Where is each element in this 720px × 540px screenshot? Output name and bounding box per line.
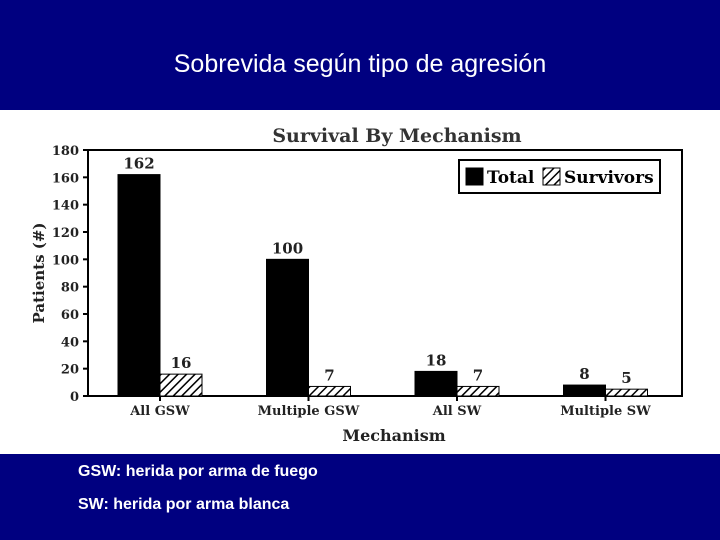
bar-chart: Survival By Mechanism Patients (#) Mecha… xyxy=(30,125,683,445)
x-axis-label: Mechanism xyxy=(342,426,445,445)
bar-survivors-multiple-gsw xyxy=(308,385,351,397)
chart-title: Survival By Mechanism xyxy=(272,125,521,147)
y-tick-label: 120 xyxy=(52,226,79,241)
data-label: 162 xyxy=(123,155,154,173)
data-label: 5 xyxy=(621,369,631,387)
y-tick-label: 40 xyxy=(61,335,79,350)
bar-total-all-gsw xyxy=(117,174,161,397)
bar-total-all-sw xyxy=(414,370,458,397)
y-tick-label: 140 xyxy=(52,199,79,214)
bar-survivors-all-sw xyxy=(456,385,500,397)
x-tick-label: All GSW xyxy=(129,404,190,419)
y-tick-label: 180 xyxy=(52,144,79,159)
data-label: 7 xyxy=(324,366,334,384)
data-label: 100 xyxy=(272,239,303,257)
bar-total-multiple-sw xyxy=(563,384,606,397)
y-tick-label: 20 xyxy=(61,363,79,378)
y-tick-label: 0 xyxy=(70,390,79,405)
bar-survivors-multiple-sw xyxy=(605,388,648,397)
slide-title: Sobrevida según tipo de agresión xyxy=(173,50,547,78)
y-tick-label: 160 xyxy=(52,171,79,186)
note-gsw: GSW: herida por arma de fuego xyxy=(78,463,318,480)
legend-label-total: Total xyxy=(487,168,535,188)
slide-header: Sobrevida según tipo de agresión xyxy=(0,0,720,110)
data-label: 8 xyxy=(579,365,589,383)
y-tick-label: 100 xyxy=(52,253,79,268)
legend: Total Survivors xyxy=(458,159,661,194)
legend-swatch-survivors xyxy=(542,167,561,186)
legend-swatch-total xyxy=(465,167,484,186)
bar-survivors-all-gsw xyxy=(159,373,203,397)
y-tick-label: 80 xyxy=(61,281,79,296)
chart-panel: Survival By Mechanism Patients (#) Mecha… xyxy=(0,110,720,454)
y-axis-label: Patients (#) xyxy=(30,222,48,323)
slide-footer xyxy=(0,454,720,540)
x-tick-label: All SW xyxy=(432,404,482,419)
x-tick-label: Multiple GSW xyxy=(258,404,360,419)
data-label: 18 xyxy=(426,351,447,369)
data-label: 16 xyxy=(171,354,192,372)
bar-total-multiple-gsw xyxy=(266,258,309,397)
y-tick-label: 60 xyxy=(61,308,79,323)
note-sw: SW: herida por arma blanca xyxy=(78,496,290,513)
legend-label-survivors: Survivors xyxy=(564,168,654,188)
data-label: 7 xyxy=(473,366,483,384)
plot-area: 0 20 40 60 80 100 120 140 160 180 162 16 All GSW 100 7… xyxy=(52,144,683,419)
x-tick-label: Multiple SW xyxy=(560,404,651,419)
plot-frame xyxy=(87,149,683,397)
